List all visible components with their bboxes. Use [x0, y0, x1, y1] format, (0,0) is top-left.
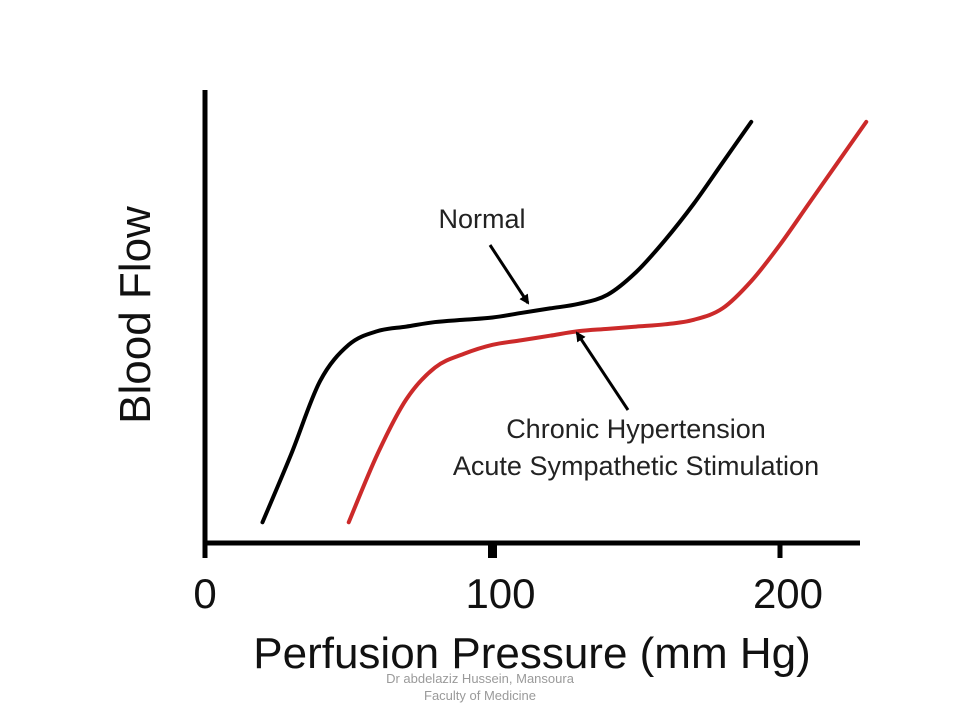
- footer-line-1: Dr abdelaziz Hussein, Mansoura: [386, 671, 574, 686]
- series-layer: [260, 119, 869, 525]
- annotation-normal-arrow: [488, 244, 530, 305]
- x-axis-title: Perfusion Pressure (mm Hg): [253, 629, 810, 678]
- annotation-hypertension-arrow: [575, 331, 630, 411]
- footer-line-2: Faculty of Medicine: [424, 688, 536, 703]
- series-line-normal: [260, 119, 754, 525]
- series-line-hypertension: [346, 119, 869, 525]
- y-axis-title: Blood Flow: [111, 206, 160, 424]
- x-tick-label-100: 100: [465, 570, 535, 617]
- annotation-normal: Normal: [438, 204, 525, 234]
- x-tick-label-200: 200: [753, 570, 823, 617]
- annotation-hypertension-line1: Chronic Hypertension: [506, 414, 766, 444]
- x-tick-label-0: 0: [193, 570, 216, 617]
- slide-footer: Dr abdelaziz Hussein, Mansoura Faculty o…: [330, 670, 630, 704]
- annotation-hypertension-line2: Acute Sympathetic Stimulation: [453, 451, 819, 481]
- x-ticks: 0 100 200: [193, 543, 823, 617]
